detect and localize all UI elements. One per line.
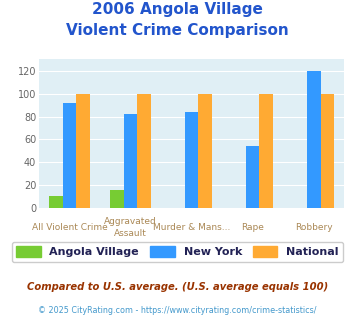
Text: 2006 Angola Village: 2006 Angola Village bbox=[92, 2, 263, 16]
Bar bbox=[185, 112, 198, 208]
Text: Robbery: Robbery bbox=[295, 223, 333, 232]
Text: All Violent Crime: All Violent Crime bbox=[32, 223, 108, 232]
Text: Rape: Rape bbox=[241, 223, 264, 232]
Bar bbox=[76, 94, 90, 208]
Text: Violent Crime Comparison: Violent Crime Comparison bbox=[66, 23, 289, 38]
Bar bbox=[49, 196, 63, 208]
Bar bbox=[63, 103, 76, 208]
Bar bbox=[246, 146, 260, 208]
Bar bbox=[137, 94, 151, 208]
Bar bbox=[124, 114, 137, 208]
Bar bbox=[260, 94, 273, 208]
Bar bbox=[110, 190, 124, 208]
Legend: Angola Village, New York, National: Angola Village, New York, National bbox=[12, 242, 343, 262]
Text: © 2025 CityRating.com - https://www.cityrating.com/crime-statistics/: © 2025 CityRating.com - https://www.city… bbox=[38, 306, 317, 315]
Text: Aggravated: Aggravated bbox=[104, 217, 157, 226]
Bar bbox=[307, 71, 321, 208]
Text: Compared to U.S. average. (U.S. average equals 100): Compared to U.S. average. (U.S. average … bbox=[27, 282, 328, 292]
Text: Assault: Assault bbox=[114, 229, 147, 238]
Bar bbox=[198, 94, 212, 208]
Text: Murder & Mans...: Murder & Mans... bbox=[153, 223, 230, 232]
Bar bbox=[321, 94, 334, 208]
